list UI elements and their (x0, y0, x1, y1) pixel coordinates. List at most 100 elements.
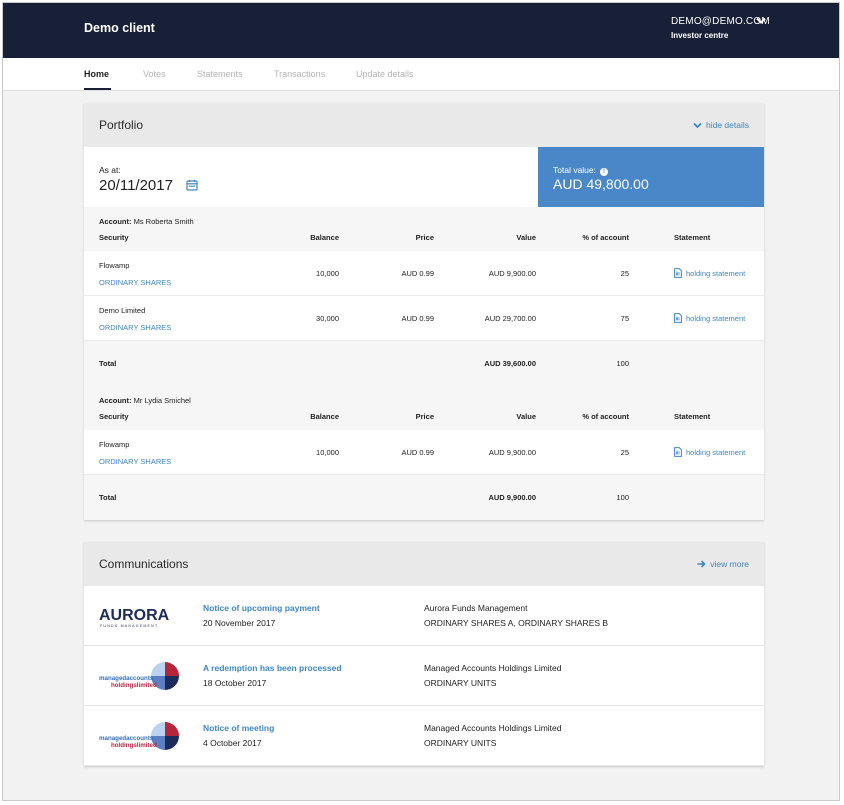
tab-update-details[interactable]: Update details (356, 69, 414, 79)
pct: 25 (620, 269, 629, 278)
security-class[interactable]: ORDINARY SHARES (99, 278, 172, 287)
communications-card: Communications view more AURORA FUNDS MA… (84, 542, 764, 766)
total-pct: 100 (616, 493, 629, 502)
security-classes: ORDINARY UNITS (424, 678, 497, 688)
hide-details-button[interactable]: hide details (693, 120, 749, 130)
security-name: Flowamp (99, 261, 130, 270)
security-name: Demo Limited (99, 306, 146, 315)
account-header: Account: Ms Roberta Smith Security Balan… (84, 207, 764, 251)
total-label: Total (99, 493, 117, 502)
list-item[interactable]: managedaccounts holdingslimited Notice o… (84, 706, 764, 766)
total-value-label: Total value:! (553, 165, 608, 176)
pct: 25 (620, 448, 629, 457)
issuer-name: Aurora Funds Management (424, 603, 528, 613)
total-value: AUD 39,600.00 (484, 359, 536, 368)
user-email: DEMO@DEMO.COM (671, 16, 770, 27)
svg-text:holdingslimited: holdingslimited (111, 742, 157, 749)
col-pct: % of account (582, 233, 629, 242)
col-balance: Balance (310, 412, 339, 421)
tab-statements[interactable]: Statements (197, 69, 243, 79)
tab-home[interactable]: Home (84, 69, 110, 79)
communication-date: 4 October 2017 (203, 738, 262, 748)
col-security: Security (99, 233, 129, 242)
balance: 10,000 (316, 269, 339, 278)
communication-date: 18 October 2017 (203, 678, 267, 688)
total-row: Total AUD 39,600.00 100 (84, 341, 764, 386)
communication-subject[interactable]: Notice of meeting (203, 723, 275, 733)
communications-header: Communications view more (84, 542, 764, 586)
pct: 75 (620, 314, 629, 323)
col-security: Security (99, 412, 129, 421)
total-value: AUD 9,900.00 (488, 493, 536, 502)
total-label: Total (99, 359, 117, 368)
list-item[interactable]: AURORA FUNDS MANAGEMENT Notice of upcomi… (84, 586, 764, 646)
communication-subject[interactable]: A redemption has been processed (203, 663, 342, 673)
security-classes: ORDINARY UNITS (424, 738, 497, 748)
calendar-icon[interactable] (186, 179, 198, 191)
as-at-section: As at: 20/11/2017 Total value:! AUD 49,8… (84, 147, 764, 207)
total-row: Total AUD 9,900.00 100 (84, 475, 764, 520)
security-classes: ORDINARY SHARES A, ORDINARY SHARES B (424, 618, 609, 628)
col-price: Price (415, 412, 434, 421)
tab-transactions[interactable]: Transactions (274, 69, 326, 79)
account-header: Account: Mr Lydia Smichel Security Balan… (84, 386, 764, 430)
svg-text:AURORA: AURORA (99, 607, 170, 624)
col-statement: Statement (674, 233, 711, 242)
communication-subject[interactable]: Notice of upcoming payment (203, 603, 320, 613)
price: AUD 0.99 (401, 314, 434, 323)
issuer-name: Managed Accounts Holdings Limited (424, 663, 562, 673)
col-statement: Statement (674, 412, 711, 421)
holding-statement-link[interactable]: holding statement (674, 268, 745, 278)
svg-text:managedaccounts: managedaccounts (99, 675, 154, 682)
client-name: Demo client (84, 21, 155, 35)
communication-date: 20 November 2017 (203, 618, 276, 628)
nav-tabs: Home Votes Statements Transactions Updat… (3, 58, 839, 91)
price: AUD 0.99 (401, 269, 434, 278)
view-more-button[interactable]: view more (697, 559, 749, 569)
portfolio-title: Portfolio (99, 118, 144, 132)
security-class[interactable]: ORDINARY SHARES (99, 323, 172, 332)
total-value: AUD 49,800.00 (553, 176, 649, 192)
arrow-right-icon (697, 560, 706, 568)
tab-votes[interactable]: Votes (143, 69, 166, 79)
chevron-down-icon[interactable] (756, 17, 766, 25)
communications-title: Communications (99, 557, 189, 571)
table-row: Flowamp ORDINARY SHARES 10,000 AUD 0.99 … (84, 430, 764, 475)
active-tab-indicator (84, 88, 111, 90)
holding-statement-link[interactable]: holding statement (674, 447, 745, 457)
total-value-box: Total value:! AUD 49,800.00 (538, 147, 764, 207)
svg-text:holdingslimited: holdingslimited (111, 682, 157, 689)
user-role: Investor centre (671, 31, 729, 40)
table-row: Flowamp ORDINARY SHARES 10,000 AUD 0.99 … (84, 251, 764, 296)
security-class[interactable]: ORDINARY SHARES (99, 457, 172, 466)
chevron-down-icon (693, 122, 702, 129)
pdf-file-icon (674, 447, 682, 457)
balance: 10,000 (316, 448, 339, 457)
as-at-label: As at: (99, 165, 121, 175)
table-row: Demo Limited ORDINARY SHARES 30,000 AUD … (84, 296, 764, 341)
account-name: Account: Ms Roberta Smith (99, 217, 194, 226)
user-menu[interactable]: DEMO@DEMO.COM Investor centre (671, 16, 770, 40)
list-item[interactable]: managedaccounts holdingslimited A redemp… (84, 646, 764, 706)
pdf-file-icon (674, 313, 682, 323)
portfolio-header: Portfolio hide details (84, 103, 764, 147)
info-icon[interactable]: ! (600, 168, 608, 176)
aurora-funds-logo: AURORA FUNDS MANAGEMENT (99, 607, 170, 628)
svg-text:managedaccounts: managedaccounts (99, 735, 154, 742)
security-name: Flowamp (99, 440, 130, 449)
account-name: Account: Mr Lydia Smichel (99, 396, 191, 405)
holding-statement-link[interactable]: holding statement (674, 313, 745, 323)
value: AUD 9,900.00 (488, 269, 536, 278)
view-more-label: view more (710, 559, 749, 569)
col-balance: Balance (310, 233, 339, 242)
col-value: Value (516, 412, 536, 421)
col-pct: % of account (582, 412, 629, 421)
top-bar: Demo client DEMO@DEMO.COM Investor centr… (3, 3, 839, 58)
col-value: Value (516, 233, 536, 242)
portfolio-card: Portfolio hide details As at: 20/11/2017… (84, 103, 764, 520)
as-at-date: 20/11/2017 (99, 177, 173, 194)
col-price: Price (415, 233, 434, 242)
balance: 30,000 (316, 314, 339, 323)
value: AUD 9,900.00 (488, 448, 536, 457)
